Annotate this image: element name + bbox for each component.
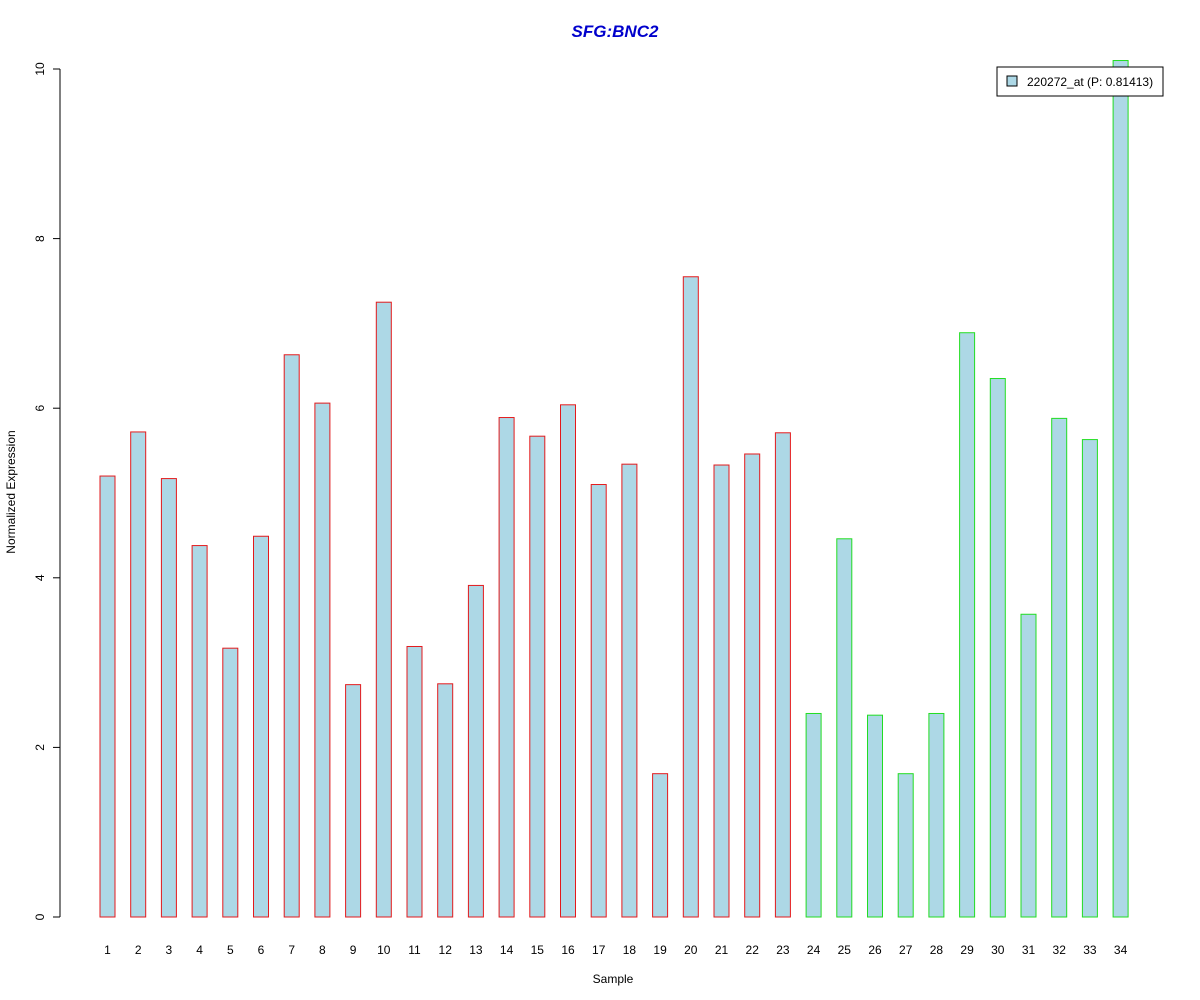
- x-tick-label: 1: [104, 943, 111, 957]
- x-tick-label: 3: [166, 943, 173, 957]
- x-tick-label: 9: [350, 943, 357, 957]
- x-tick-label: 20: [684, 943, 698, 957]
- x-tick-label: 28: [930, 943, 944, 957]
- x-tick-label: 34: [1114, 943, 1128, 957]
- x-tick-label: 15: [531, 943, 545, 957]
- x-tick-label: 22: [746, 943, 760, 957]
- bar-sample-23: [774, 432, 791, 918]
- x-tick-label: 2: [135, 943, 142, 957]
- bar-sample-29: [959, 332, 976, 918]
- y-tick-label: 6: [33, 405, 47, 412]
- y-axis: 0 2 4 6 8 10: [33, 62, 61, 920]
- x-tick-label: 19: [653, 943, 667, 957]
- bar-sample-24: [805, 712, 822, 918]
- legend-swatch: [1006, 75, 1018, 87]
- x-tick-label: 30: [991, 943, 1005, 957]
- bars-group: [99, 60, 1129, 918]
- y-tick-label: 2: [33, 744, 47, 751]
- bar-sample-7: [283, 354, 300, 918]
- bar-sample-4: [191, 545, 208, 918]
- bar-sample-6: [253, 535, 269, 918]
- y-tick-label: 0: [33, 913, 47, 920]
- x-tick-label: 4: [196, 943, 203, 957]
- x-tick-label: 8: [319, 943, 326, 957]
- x-tick-label: 17: [592, 943, 606, 957]
- y-tick-label: 10: [33, 62, 47, 76]
- chart-title: SFG:BNC2: [572, 22, 659, 41]
- x-tick-label: 6: [258, 943, 265, 957]
- bar-sample-34: [1112, 60, 1129, 918]
- x-tick-label: 29: [960, 943, 974, 957]
- bar-sample-30: [989, 378, 1006, 918]
- legend-box: [996, 66, 1164, 97]
- bar-sample-5: [222, 647, 239, 918]
- x-tick-label: 31: [1022, 943, 1036, 957]
- bar-sample-13: [467, 584, 484, 918]
- bar-sample-1: [99, 475, 116, 918]
- y-axis-label: Normalized Expression: [4, 430, 18, 553]
- x-tick-label: 27: [899, 943, 913, 957]
- x-tick-label: 11: [408, 943, 421, 957]
- bar-sample-2: [130, 431, 147, 918]
- x-tick-label: 10: [377, 943, 391, 957]
- bar-sample-19: [652, 773, 669, 918]
- bar-sample-9: [345, 684, 362, 918]
- bar-sample-15: [529, 435, 546, 918]
- x-tick-label: 21: [715, 943, 729, 957]
- x-tick-labels: 1 2 3 4 5 6 7 8 9 10 11 12 13 14 15 16 17 18 19 20 21 22 23 24 2…: [104, 943, 1127, 957]
- bar-sample-20: [682, 276, 699, 918]
- x-tick-label: 25: [838, 943, 852, 957]
- legend-label: 220272_at (P: 0.81413): [1027, 75, 1153, 89]
- x-axis-label: Sample: [593, 972, 634, 986]
- x-tick-label: 18: [623, 943, 637, 957]
- bar-sample-16: [560, 404, 576, 918]
- y-tick-label: 8: [33, 235, 47, 242]
- bar-sample-22: [744, 453, 761, 918]
- bar-sample-18: [621, 463, 638, 918]
- legend: 220272_at (P: 0.81413): [996, 66, 1164, 97]
- bar-sample-25: [836, 538, 853, 918]
- bar-sample-12: [437, 683, 454, 918]
- bar-sample-3: [160, 478, 177, 918]
- bar-sample-27: [897, 773, 914, 918]
- x-tick-label: 32: [1053, 943, 1067, 957]
- bar-sample-32: [1051, 417, 1068, 918]
- bar-sample-8: [314, 402, 331, 918]
- x-tick-label: 33: [1083, 943, 1097, 957]
- bar-sample-28: [928, 712, 945, 918]
- x-tick-label: 12: [439, 943, 453, 957]
- x-tick-label: 7: [288, 943, 295, 957]
- x-tick-label: 24: [807, 943, 821, 957]
- bar-sample-31: [1020, 613, 1037, 918]
- x-tick-label: 16: [561, 943, 575, 957]
- bar-sample-14: [498, 417, 515, 918]
- x-tick-label: 14: [500, 943, 514, 957]
- bar-sample-26: [867, 714, 883, 918]
- bar-sample-17: [590, 484, 607, 918]
- bar-sample-21: [713, 464, 730, 918]
- x-tick-label: 23: [776, 943, 790, 957]
- y-tick-label: 4: [33, 574, 47, 581]
- x-tick-label: 13: [469, 943, 483, 957]
- bar-sample-33: [1081, 439, 1098, 918]
- x-tick-label: 5: [227, 943, 234, 957]
- x-tick-label: 26: [868, 943, 882, 957]
- bar-sample-10: [375, 301, 392, 918]
- bar-sample-11: [406, 645, 423, 918]
